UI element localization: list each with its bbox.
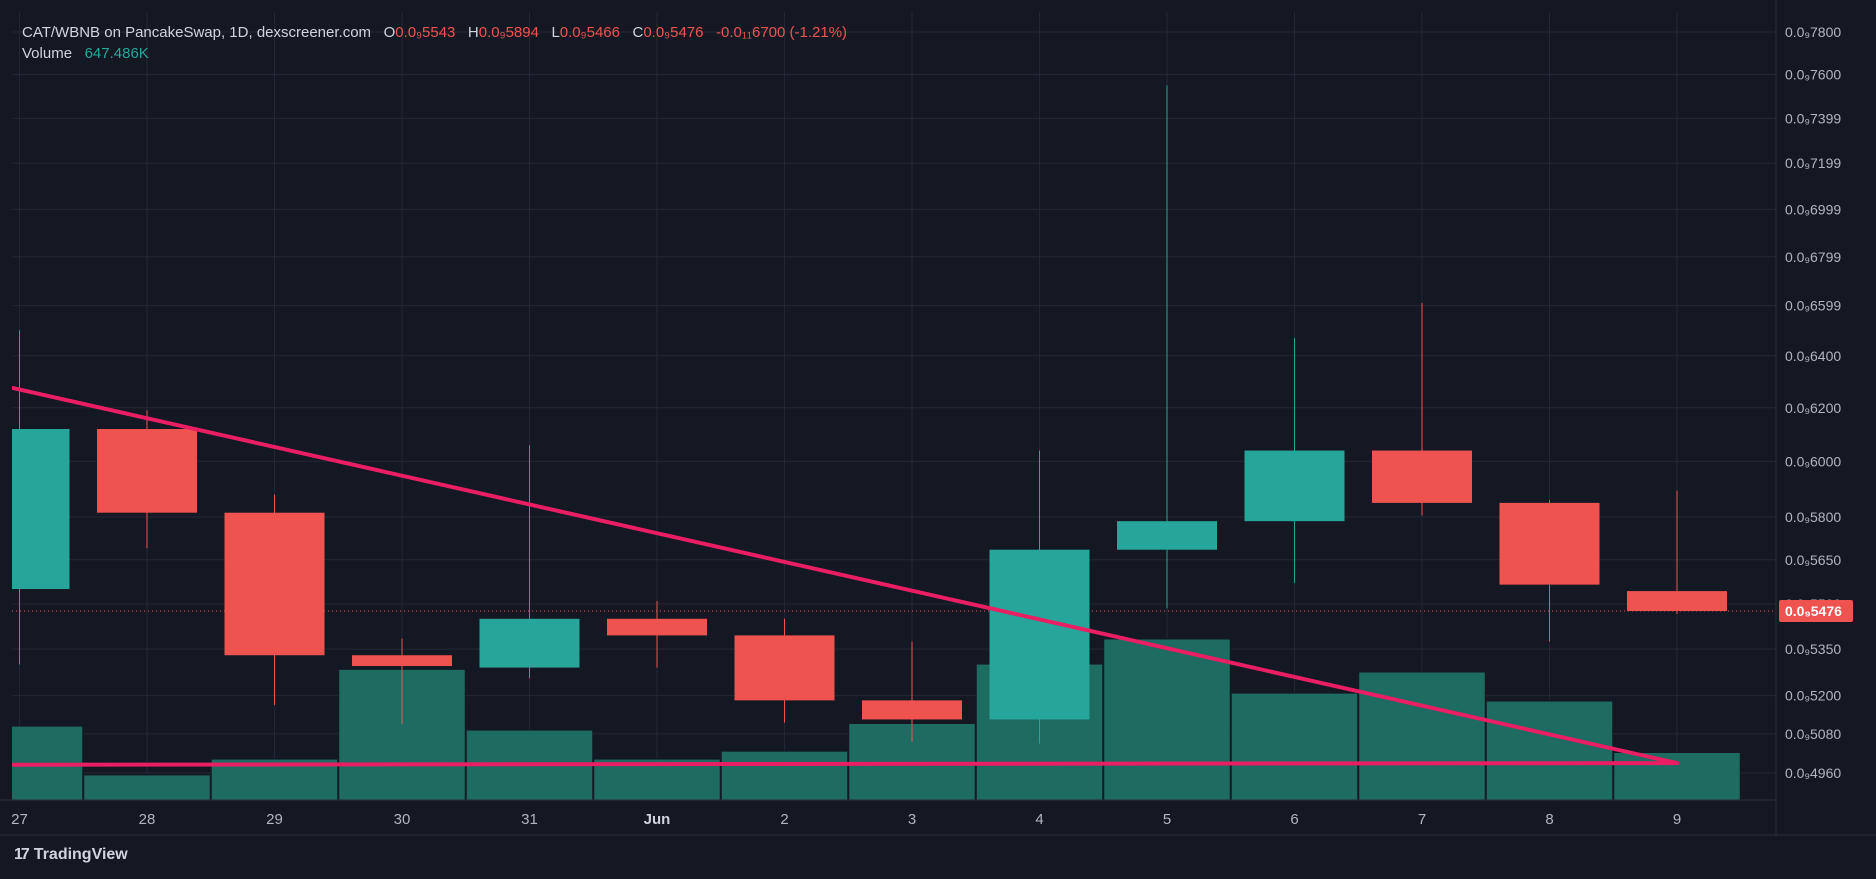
volume-bar (1230, 692, 1359, 800)
y-tick-label: 0.0₉7399 (1785, 110, 1841, 126)
candle-down (862, 700, 962, 720)
ohlc-row: CAT/WBNB on PancakeSwap, 1D, dexscreener… (22, 22, 847, 43)
volume-bar (83, 774, 211, 800)
x-tick-label: 27 (11, 811, 28, 828)
brand-name: TradingView (33, 846, 128, 863)
y-tick-label: 0.0₉6400 (1785, 348, 1841, 364)
change-value: -0.0₁₁6700 (-1.21%) (716, 24, 848, 41)
candle-up (479, 618, 580, 668)
candle-down (1372, 450, 1472, 503)
volume-bar (1358, 671, 1486, 800)
x-tick-label: 31 (521, 811, 538, 828)
symbol-title: CAT/WBNB on PancakeSwap, 1D, dexscreener… (22, 24, 372, 41)
x-tick-label: 3 (908, 811, 916, 828)
volume-row: Volume 647.486K (22, 43, 847, 64)
y-tick-label: 0.0₉7600 (1785, 67, 1841, 83)
candle-down (97, 429, 197, 513)
y-tick-label: 0.0₉5080 (1785, 726, 1841, 742)
y-tick-label: 0.0₉5200 (1785, 688, 1841, 704)
x-tick-label: 28 (139, 811, 156, 828)
candle-up (989, 549, 1090, 720)
low-label: L (551, 24, 560, 41)
y-tick-label: 0.0₉6000 (1785, 453, 1841, 469)
y-tick-label: 0.0₉6799 (1785, 249, 1841, 265)
x-tick-label: 30 (394, 811, 411, 828)
candle-down (607, 618, 707, 636)
x-tick-label: 29 (266, 811, 283, 828)
low-value: 0.0₉5466 (559, 24, 620, 41)
x-tick-label: 8 (1545, 811, 1553, 828)
x-tick-label: 6 (1290, 811, 1298, 828)
volume-label: Volume (22, 45, 73, 62)
y-tick-label: 0.0₉4960 (1785, 765, 1841, 781)
high-value: 0.0₉5894 (478, 24, 539, 41)
y-tick-label: 0.0₉7199 (1785, 155, 1841, 171)
x-tick-label: Jun (644, 811, 671, 828)
candle-up (1117, 521, 1217, 550)
y-tick-label: 0.0₉6999 (1785, 201, 1841, 217)
last-price-label: 0.0₉5476 (1785, 603, 1842, 619)
volume-bar (1103, 638, 1231, 800)
high-label: H (467, 24, 479, 41)
volume-bar (1613, 751, 1741, 800)
last-price-tag (1779, 600, 1853, 623)
close-value: 0.0₉5476 (643, 24, 704, 41)
volume-value: 647.486K (84, 45, 149, 62)
y-tick-label: 0.0₉5650 (1785, 552, 1841, 568)
y-tick-label: 0.0₉7800 (1785, 24, 1841, 40)
y-tick-label: 0.0₉5350 (1785, 641, 1841, 657)
y-tick-label: 0.0₉6599 (1785, 298, 1841, 314)
tradingview-logo-icon: 17 (14, 846, 30, 863)
tradingview-brand[interactable]: 17 TradingView (14, 846, 128, 864)
y-tick-label: 0.0₉5800 (1785, 509, 1841, 525)
x-tick-label: 2 (780, 811, 788, 828)
volume-bar (720, 750, 849, 800)
candle-up (12, 429, 70, 590)
close-label: C (632, 24, 644, 41)
candle-down (734, 635, 835, 701)
candle-down (224, 512, 325, 656)
open-label: O (383, 24, 396, 41)
chart-legend: CAT/WBNB on PancakeSwap, 1D, dexscreener… (22, 22, 847, 64)
plot-area (12, 85, 1776, 800)
y-tick-label: 0.0₉6200 (1785, 400, 1841, 416)
volume-bar (1485, 700, 1614, 800)
candle-down (352, 655, 452, 667)
x-tick-label: 4 (1035, 811, 1043, 828)
trendline-descending (12, 386, 1679, 766)
x-tick-label: 9 (1673, 811, 1681, 828)
x-tick-label: 7 (1418, 811, 1426, 828)
candle-down (1627, 591, 1727, 612)
candle-up (1244, 450, 1345, 522)
x-tick-label: 5 (1163, 811, 1171, 828)
candle-down (1499, 502, 1600, 585)
open-value: 0.0₉5543 (395, 24, 456, 41)
trendline-horizontal (12, 761, 1679, 767)
